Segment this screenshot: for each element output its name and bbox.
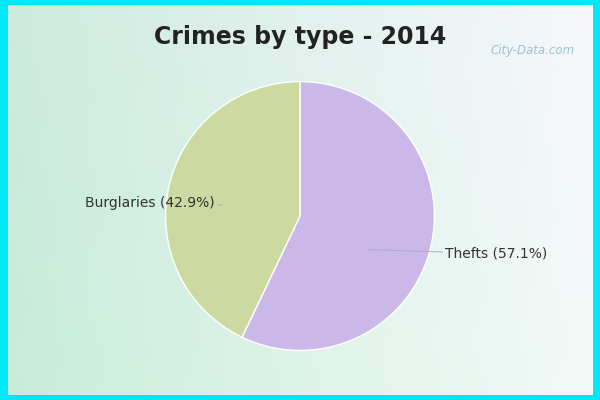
Text: Thefts (57.1%): Thefts (57.1%) [367, 247, 547, 261]
Text: City-Data.com: City-Data.com [491, 44, 575, 57]
Wedge shape [242, 82, 434, 350]
Text: Burglaries (42.9%): Burglaries (42.9%) [85, 196, 222, 210]
Wedge shape [166, 82, 300, 337]
Text: Crimes by type - 2014: Crimes by type - 2014 [154, 25, 446, 49]
